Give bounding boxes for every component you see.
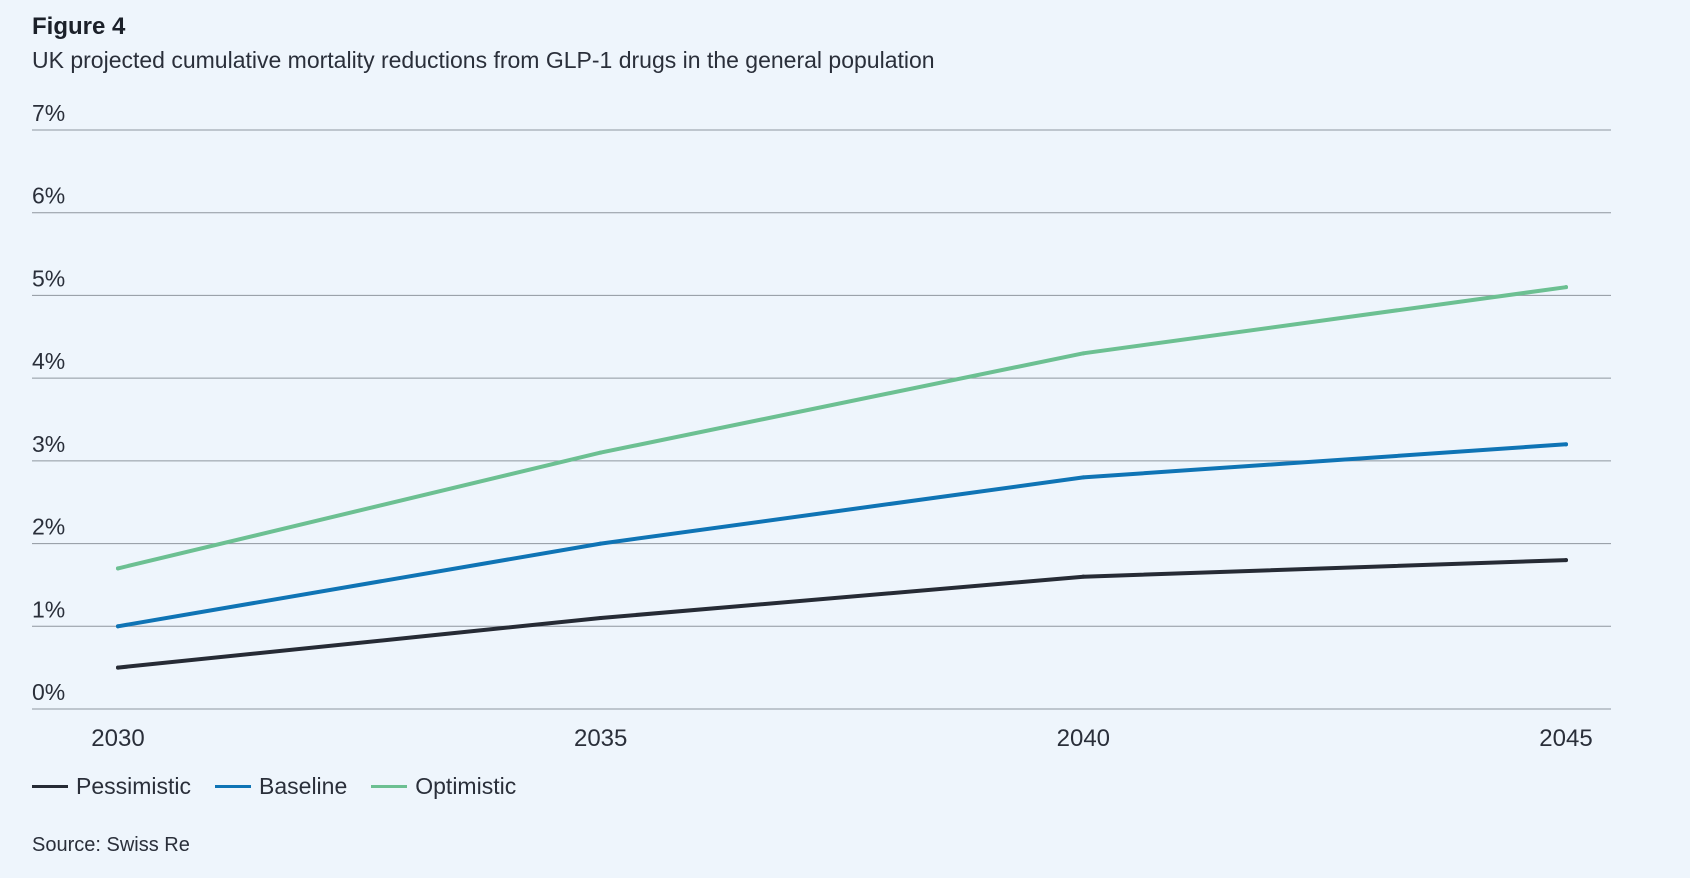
data-point-baseline-2030 [116,624,120,629]
x-tick-label: 2045 [1539,725,1592,752]
y-tick-label: 7% [32,100,65,126]
data-point-optimistic-2040 [1081,351,1086,356]
data-point-baseline-2045 [1564,442,1568,447]
y-tick-label: 0% [32,679,65,705]
series-line-optimistic [116,285,1568,571]
y-axis-ticks: 0% 1% 2% 3% 4% 5% 6% 7% [32,100,65,705]
y-tick-label: 3% [32,431,65,457]
legend-label-optimistic: Optimistic [415,772,517,799]
data-point-baseline-2035 [598,541,603,546]
y-tick-label: 5% [32,265,65,291]
series-line-baseline [116,442,1568,629]
legend-label-pessimistic: Pessimistic [76,772,192,799]
y-tick-label: 4% [32,348,65,374]
legend-item-baseline: Baseline [215,773,347,800]
gridlines [32,129,1611,710]
y-tick-label: 1% [32,596,65,622]
legend-swatch-pessimistic [32,784,68,788]
series-line-pessimistic [116,558,1568,670]
data-point-optimistic-2045 [1564,285,1568,290]
chart-title: UK projected cumulative mortality reduct… [32,47,935,73]
x-tick-label: 2040 [1057,725,1110,752]
data-point-optimistic-2030 [116,566,120,571]
x-tick-label: 2030 [91,725,144,752]
x-axis-ticks: 2030 2035 2040 2045 [91,725,1592,752]
legend: Pessimistic Baseline Optimistic [32,771,540,801]
source-note: Source: Swiss Re [32,834,190,856]
legend-item-pessimistic: Pessimistic [32,773,191,800]
data-point-optimistic-2035 [598,450,603,455]
data-point-pessimistic-2040 [1081,574,1086,579]
data-point-pessimistic-2030 [116,665,120,670]
y-tick-label: 6% [32,183,65,209]
legend-swatch-baseline [215,784,252,788]
series-lines [116,285,1568,670]
legend-swatch-optimistic [371,784,408,788]
data-point-pessimistic-2035 [598,616,603,621]
data-point-pessimistic-2045 [1564,558,1568,563]
legend-label-baseline: Baseline [259,772,348,799]
figure-label: Figure 4 [32,13,126,40]
x-tick-label: 2035 [574,725,627,752]
legend-item-optimistic: Optimistic [371,773,516,800]
y-tick-label: 2% [32,514,65,540]
data-point-baseline-2040 [1081,475,1086,480]
